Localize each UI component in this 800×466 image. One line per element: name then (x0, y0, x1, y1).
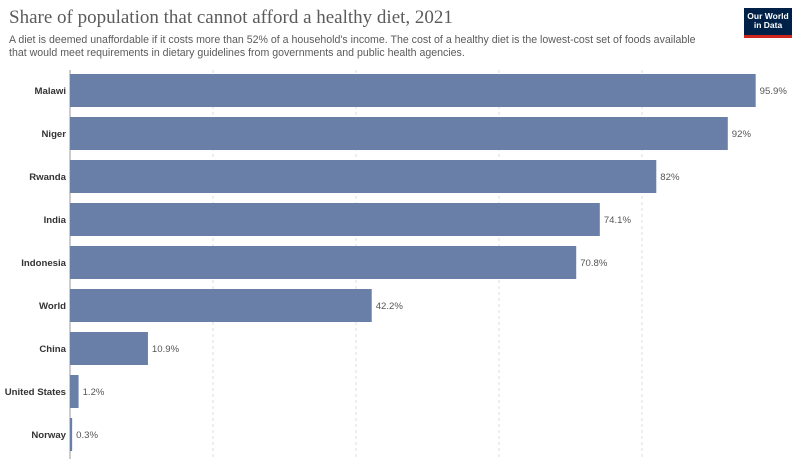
value-label-india: 74.1% (604, 215, 632, 226)
category-label-rwanda: Rwanda (29, 172, 66, 183)
labels: Malawi 95.9% Niger 92% Rwanda 82% India 74.1% In… (5, 86, 788, 441)
value-label-niger: 92% (732, 129, 752, 140)
category-label-norway: Norway (31, 430, 66, 441)
logo-line-2: in Data (753, 20, 783, 30)
logo-line-1: Our World (747, 11, 789, 21)
bar-china[interactable] (70, 332, 148, 365)
category-label-niger: Niger (41, 129, 66, 140)
category-label-malawi: Malawi (35, 86, 66, 97)
category-label-world: World (39, 301, 66, 312)
bar-indonesia[interactable] (70, 246, 577, 279)
category-label-india: India (44, 215, 67, 226)
bar-niger[interactable] (70, 117, 728, 150)
category-label-china: China (39, 344, 66, 355)
bar-united-states[interactable] (70, 375, 79, 408)
bar-malawi[interactable] (70, 74, 756, 107)
bar-norway[interactable] (70, 418, 73, 451)
category-label-united-states: United States (5, 387, 66, 398)
value-label-united-states: 1.2% (83, 387, 105, 398)
chart-title: Share of population that cannot afford a… (9, 7, 453, 28)
owid-logo[interactable]: Our World in Data (744, 8, 792, 38)
value-label-norway: 0.3% (76, 430, 98, 441)
value-label-rwanda: 82% (660, 172, 680, 183)
value-label-world: 42.2% (376, 301, 404, 312)
value-label-china: 10.9% (152, 344, 180, 355)
bar-india[interactable] (70, 203, 600, 236)
value-label-malawi: 95.9% (760, 86, 788, 97)
bars (70, 74, 756, 451)
bar-world[interactable] (70, 289, 372, 322)
bar-rwanda[interactable] (70, 160, 657, 193)
value-label-indonesia: 70.8% (580, 258, 608, 269)
category-label-indonesia: Indonesia (21, 258, 66, 269)
chart-subtitle: A diet is deemed unaffordable if it cost… (9, 34, 696, 59)
